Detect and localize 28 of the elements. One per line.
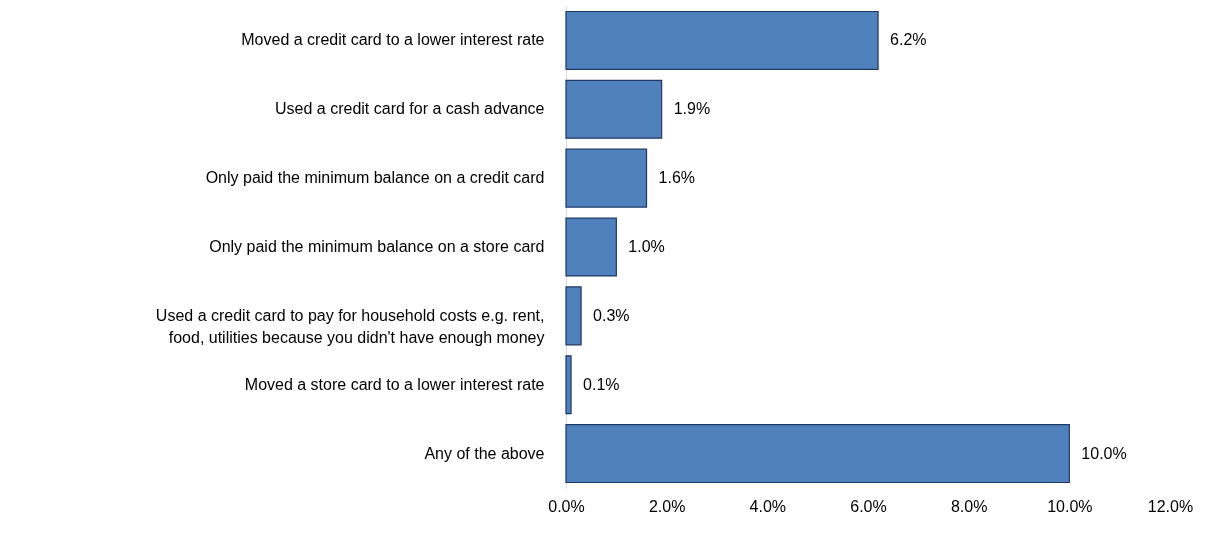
y-tick-label: Any of the above <box>424 444 545 462</box>
bar <box>565 355 572 415</box>
y-tick-label: Only paid the minimum balance on a credit card <box>205 169 545 187</box>
y-tick-label: Used a credit card for a cash advance <box>275 100 545 118</box>
x-tick-label: 12.0% <box>1147 497 1194 515</box>
data-label: 0.1% <box>583 375 620 393</box>
y-tick-label: Only paid the minimum balance on a store card <box>209 238 545 255</box>
bar <box>565 217 617 277</box>
y-tick-label: Moved a credit card to a lower interest rate <box>241 31 545 49</box>
data-label: 0.3% <box>593 306 630 324</box>
data-label: 10.0% <box>1081 444 1127 462</box>
bar <box>565 148 648 208</box>
x-tick-label: 2.0% <box>648 497 686 515</box>
data-label: 6.2% <box>890 31 927 49</box>
x-tick-label: 0.0% <box>548 497 585 515</box>
data-label: 1.9% <box>673 100 711 118</box>
y-tick-label: Used a credit card to pay for household costs e.g. rent, food, utilities because you didn't have enough money <box>155 306 545 346</box>
bar <box>565 79 663 139</box>
data-label: 1.6% <box>658 169 695 187</box>
x-tick-label: 8.0% <box>950 497 988 515</box>
x-tick-label: 10.0% <box>1047 497 1093 515</box>
x-tick-label: 6.0% <box>850 497 887 515</box>
x-tick-label: 4.0% <box>749 497 787 515</box>
y-tick-label: Moved a store card to a lower interest rate <box>244 375 545 393</box>
data-label: 1.0% <box>628 238 665 255</box>
bar <box>565 424 1070 484</box>
bar <box>565 286 582 346</box>
bar <box>565 10 879 70</box>
